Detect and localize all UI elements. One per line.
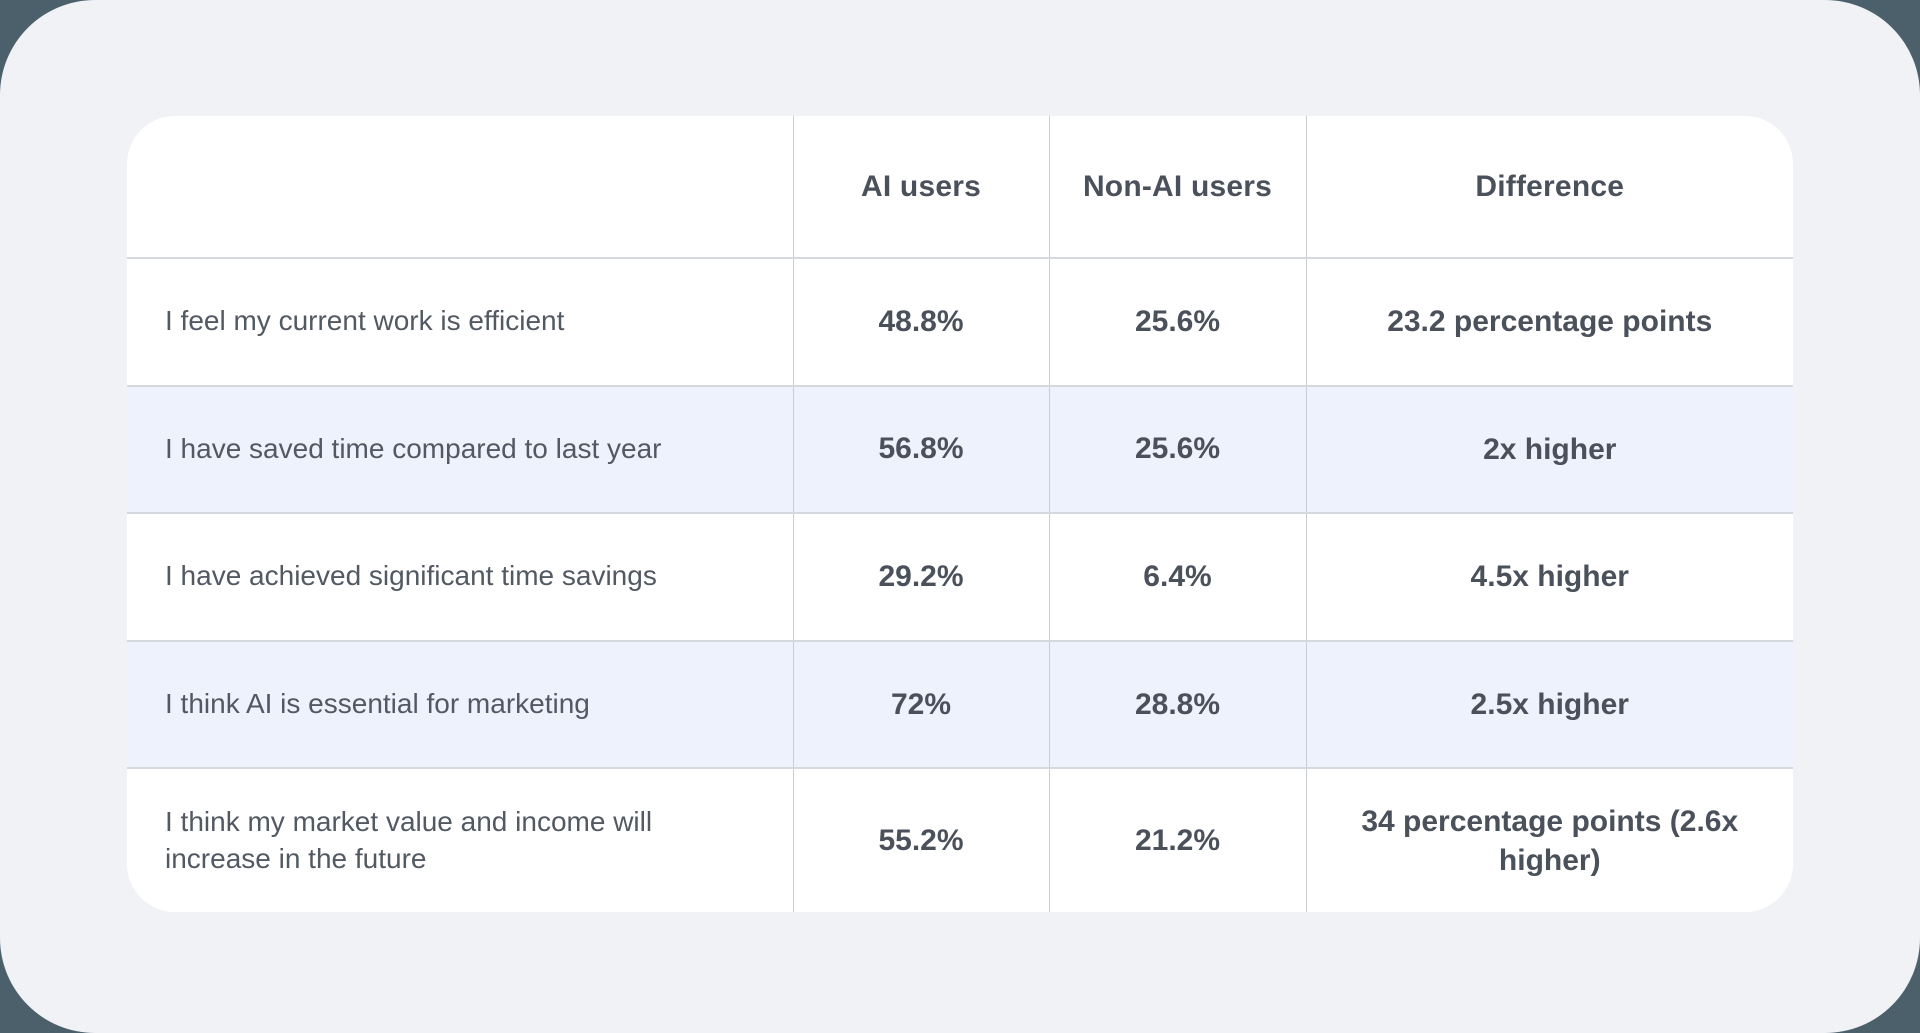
- non-ai-users-value: 6.4%: [1049, 513, 1307, 641]
- table-row-saved-time: I have saved time compared to last year …: [127, 385, 1793, 514]
- statement-cell: I have saved time compared to last year: [127, 385, 794, 514]
- statement-cell: I feel my current work is efficient: [127, 258, 794, 386]
- table-row-ai-essential: I think AI is essential for marketing 72…: [127, 640, 1793, 769]
- ai-users-value: 55.2%: [793, 768, 1050, 912]
- table-row-efficient-work: I feel my current work is efficient 48.8…: [127, 258, 1793, 386]
- header-non-ai-users: Non-AI users: [1049, 116, 1307, 258]
- non-ai-users-value: 25.6%: [1049, 385, 1307, 514]
- difference-value: 4.5x higher: [1470, 560, 1629, 594]
- comparison-table-card: AI users Non-AI users Difference I feel …: [127, 116, 1793, 912]
- table-row-market-value: I think my market value and income will …: [127, 768, 1793, 912]
- table-row-time-savings: I have achieved significant time savings…: [127, 513, 1793, 641]
- header-statement-empty: [127, 116, 794, 258]
- statement-cell: I think my market value and income will …: [127, 768, 794, 912]
- ai-users-value: 48.8%: [793, 258, 1050, 386]
- ai-users-value: 56.8%: [793, 385, 1050, 514]
- non-ai-users-value: 21.2%: [1049, 768, 1307, 912]
- ai-users-value: 72%: [793, 640, 1050, 769]
- difference-value: 34 percentage points (2.6x higher): [1361, 804, 1739, 877]
- difference-value: 2x higher: [1306, 385, 1793, 514]
- difference-value: 2.5x higher: [1306, 640, 1793, 769]
- difference-value: 23.2 percentage points: [1387, 305, 1713, 339]
- ai-users-value: 29.2%: [793, 513, 1050, 641]
- non-ai-users-value: 28.8%: [1049, 640, 1307, 769]
- header-difference: Difference: [1475, 169, 1625, 203]
- non-ai-users-value: 25.6%: [1049, 258, 1307, 386]
- header-ai-users: AI users: [793, 116, 1050, 258]
- statement-cell: I have achieved significant time savings: [127, 513, 794, 641]
- table-header-row: AI users Non-AI users Difference: [127, 116, 1793, 258]
- comparison-table: AI users Non-AI users Difference I feel …: [127, 116, 1793, 912]
- statement-cell: I think AI is essential for marketing: [127, 640, 794, 769]
